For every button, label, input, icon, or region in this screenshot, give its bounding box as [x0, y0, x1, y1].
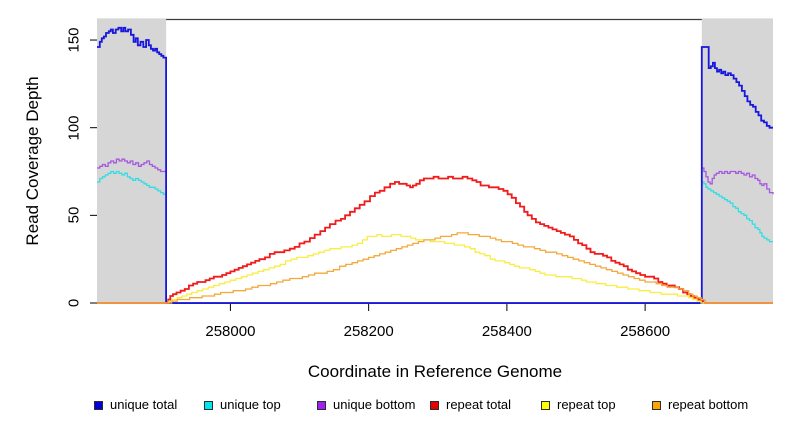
legend-label: unique bottom: [333, 397, 416, 412]
legend-item-repeat-total: repeat total: [430, 397, 512, 412]
legend-swatch-repeat-top: [541, 400, 550, 410]
legend-label: unique total: [110, 397, 178, 412]
x-tick-label: 258000: [205, 323, 256, 340]
legend-item-unique-total: unique total: [94, 397, 178, 412]
series-line-unique-bottom: [97, 158, 774, 304]
legend-swatch-unique-total: [94, 400, 103, 410]
legend-label: repeat bottom: [668, 397, 749, 412]
legend-swatch-unique-top: [204, 400, 213, 410]
legend-label: unique top: [220, 397, 281, 412]
y-tick-label: 150: [65, 27, 83, 53]
series-line-unique-total: [97, 26, 773, 304]
x-axis-title: Coordinate in Reference Genome: [307, 362, 563, 381]
x-tick-label: 258600: [620, 323, 671, 340]
y-tick-label: 100: [65, 115, 83, 141]
y-axis-title: Read Coverage Depth: [23, 76, 42, 246]
series-line-repeat-bottom: [97, 232, 773, 304]
shaded-region-1: [701, 19, 773, 304]
x-tick-label: 258400: [481, 323, 532, 340]
legend-item-repeat-top: repeat top: [541, 397, 616, 412]
legend-label: repeat top: [557, 397, 616, 412]
legend-swatch-repeat-total: [430, 400, 439, 410]
legend-label: repeat total: [446, 397, 512, 412]
y-tick-label: 0: [65, 298, 83, 308]
y-tick-label: 50: [65, 207, 83, 224]
series-line-unique-top: [97, 170, 773, 304]
legend-item-repeat-bottom: repeat bottom: [652, 397, 749, 412]
x-tick-label: 258200: [343, 323, 394, 340]
legend-item-unique-top: unique top: [204, 397, 281, 412]
series-line-repeat-total: [97, 175, 773, 304]
legend-swatch-repeat-bottom: [652, 400, 661, 410]
legend-swatch-unique-bottom: [317, 400, 326, 410]
legend-item-unique-bottom: unique bottom: [317, 397, 416, 412]
series-line-repeat-top: [97, 233, 773, 304]
